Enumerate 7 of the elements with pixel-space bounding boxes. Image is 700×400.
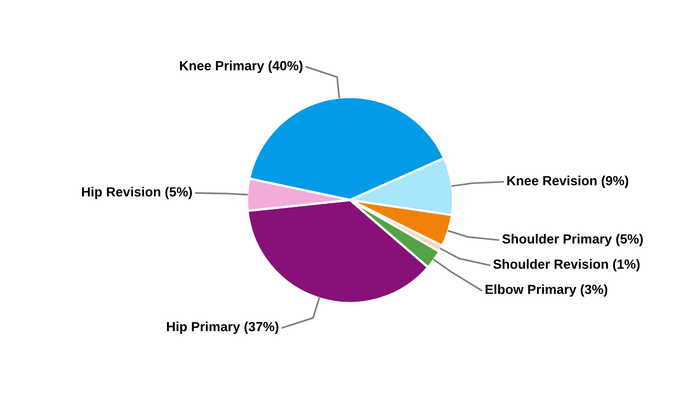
- slice-label: Shoulder Revision (1%): [493, 259, 640, 272]
- slice-label: Hip Primary (37%): [167, 322, 278, 334]
- slice-label: Elbow Primary (3%): [486, 284, 608, 297]
- slice-label: Knee Primary (40%): [180, 60, 302, 73]
- slice-label: Knee Revision (9%): [507, 176, 628, 188]
- slice-label: Shoulder Primary (5%): [502, 234, 643, 246]
- slice-label: Hip Revision (5%): [82, 186, 192, 200]
